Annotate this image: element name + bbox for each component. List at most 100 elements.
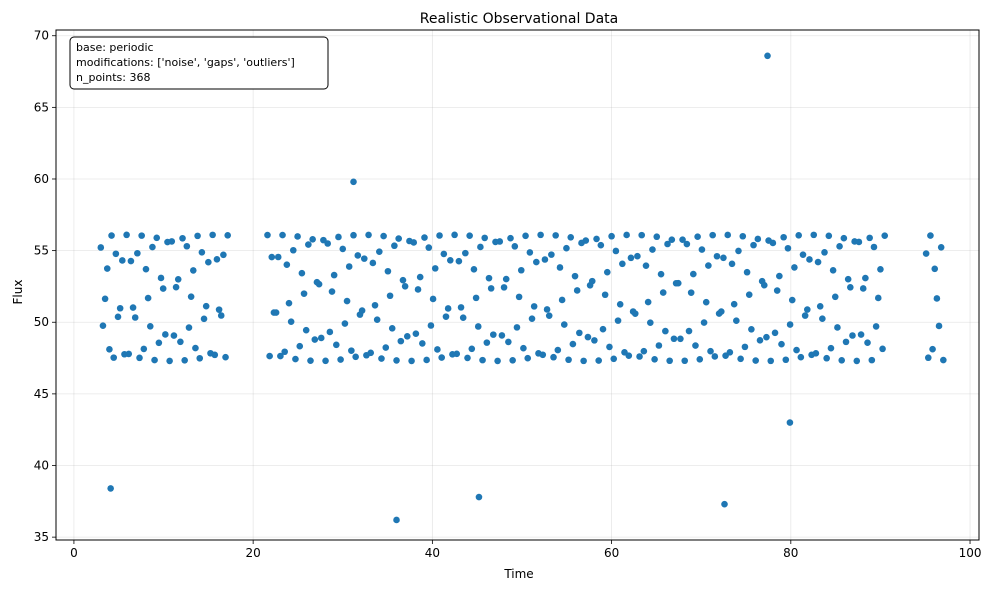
data-point [778, 340, 785, 348]
data-point [565, 356, 572, 364]
data-point [767, 357, 775, 365]
data-point [870, 243, 878, 251]
data-point [838, 356, 846, 364]
plot-frame [55, 29, 980, 541]
data-point [929, 345, 936, 353]
y-tick-label: 65 [34, 100, 49, 114]
data-point [330, 271, 338, 279]
data-point [498, 332, 506, 339]
data-point [756, 337, 764, 344]
data-point [153, 234, 161, 242]
x-axis-label: Time [503, 567, 533, 581]
data-point [142, 265, 150, 273]
data-point [588, 277, 596, 285]
data-point [337, 356, 344, 363]
data-point [647, 319, 654, 326]
data-point [829, 267, 837, 274]
data-point [801, 312, 809, 319]
data-point [438, 354, 445, 361]
data-point [517, 266, 525, 274]
data-point [149, 243, 156, 251]
data-point [198, 248, 206, 256]
data-point [211, 351, 219, 359]
data-point [644, 298, 652, 306]
data-point [776, 272, 783, 280]
data-point [627, 254, 635, 262]
data-point [844, 275, 852, 283]
data-point [795, 232, 803, 239]
data-point [397, 337, 405, 345]
data-point [578, 239, 585, 247]
data-point [593, 235, 600, 243]
data-point [440, 250, 448, 258]
data-point [382, 344, 390, 351]
data-point [343, 297, 351, 305]
data-point [144, 294, 152, 302]
data-point [462, 249, 469, 257]
data-point [610, 355, 618, 363]
data-point [202, 302, 210, 310]
data-point [348, 347, 355, 354]
data-point [481, 234, 489, 242]
x-tick-label: 80 [783, 546, 798, 560]
data-point [612, 247, 620, 255]
data-point [687, 289, 695, 296]
data-point [442, 313, 450, 320]
data-point [187, 293, 195, 300]
y-tick-label: 35 [34, 530, 49, 544]
x-tick-label: 60 [604, 546, 619, 560]
data-point [563, 244, 570, 252]
data-point [752, 357, 759, 364]
data-point [386, 292, 394, 300]
data-point [177, 338, 184, 346]
data-point [743, 268, 751, 276]
data-point [307, 357, 314, 364]
data-point [264, 231, 271, 239]
data-point [468, 345, 476, 353]
data-point [97, 244, 105, 251]
data-point [657, 270, 665, 278]
data-point [174, 275, 182, 283]
data-point [864, 339, 871, 346]
data-point [205, 258, 212, 266]
data-point [376, 248, 383, 255]
data-point [309, 236, 316, 243]
data-point [474, 323, 482, 330]
data-point [294, 233, 301, 240]
data-point [172, 283, 180, 291]
data-point [220, 251, 227, 259]
data-point [603, 268, 611, 276]
data-point [384, 267, 392, 275]
data-point [763, 333, 770, 341]
data-point [690, 270, 697, 278]
data-point [494, 357, 501, 365]
data-point [490, 331, 497, 338]
data-point [388, 325, 396, 332]
data-point [677, 335, 684, 343]
data-point [735, 247, 742, 255]
data-point [391, 242, 398, 250]
data-point [606, 343, 613, 351]
data-point [881, 232, 889, 239]
data-point [814, 258, 822, 266]
data-point [927, 232, 934, 239]
data-point [320, 236, 327, 244]
data-point [466, 232, 473, 239]
data-point [584, 333, 592, 341]
data-point [196, 354, 204, 362]
data-point [720, 254, 727, 262]
data-point [339, 245, 347, 253]
data-point [272, 309, 280, 316]
data-point [446, 257, 454, 264]
data-point [554, 346, 562, 354]
data-point [758, 277, 766, 285]
data-point [533, 258, 540, 266]
data-point [326, 328, 334, 336]
data-point [780, 233, 787, 241]
data-point [799, 251, 807, 258]
data-point [713, 252, 721, 260]
data-point [700, 319, 708, 326]
data-point [119, 257, 126, 264]
data-point [933, 295, 941, 302]
data-point [99, 322, 107, 329]
